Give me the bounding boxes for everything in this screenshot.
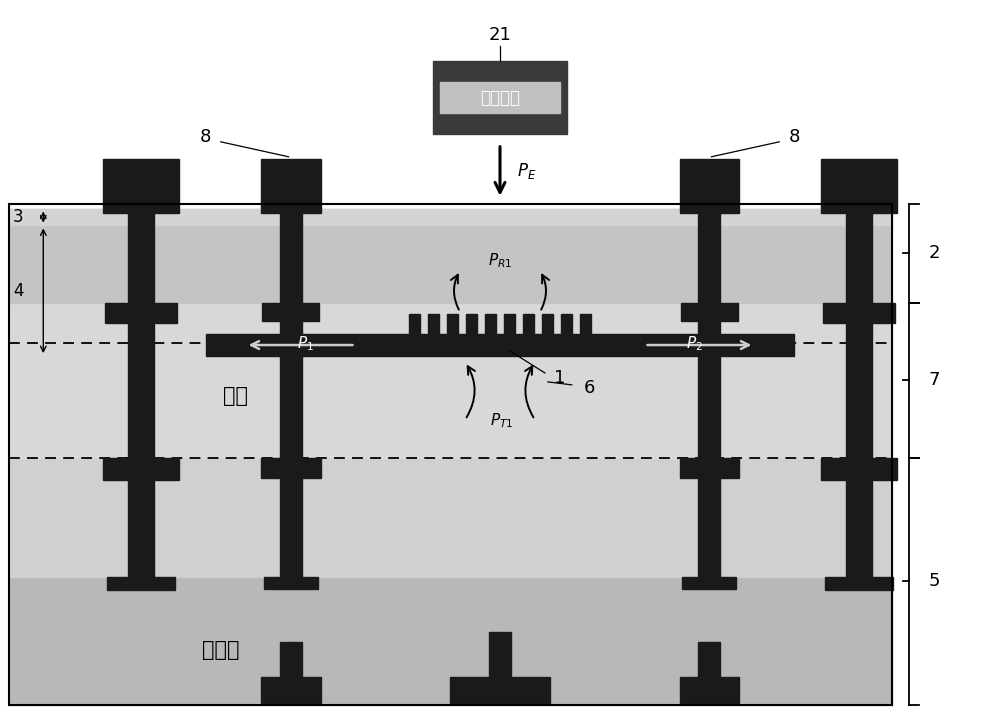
Bar: [280, 212, 302, 303]
Bar: [680, 677, 739, 702]
Bar: [823, 303, 895, 323]
Text: 5: 5: [929, 572, 940, 590]
Text: 8: 8: [788, 128, 800, 146]
Bar: [264, 577, 318, 589]
Bar: [128, 479, 154, 577]
Bar: [280, 321, 302, 457]
Text: 3: 3: [13, 208, 24, 226]
Bar: [9, 457, 892, 577]
Text: $P_1$: $P_1$: [297, 335, 314, 353]
Bar: [680, 159, 739, 212]
Bar: [825, 577, 893, 590]
Bar: [846, 479, 872, 577]
Text: 波导: 波导: [223, 386, 248, 406]
Bar: [698, 212, 720, 303]
Text: $P_{R1}$: $P_{R1}$: [488, 251, 512, 270]
Bar: [280, 477, 302, 577]
Bar: [9, 577, 892, 704]
Bar: [504, 314, 515, 334]
Text: 2: 2: [929, 244, 940, 263]
Bar: [128, 212, 154, 303]
Bar: [580, 314, 591, 334]
Bar: [821, 159, 897, 212]
Bar: [433, 61, 567, 134]
Bar: [9, 209, 892, 224]
Text: $P_{T1}$: $P_{T1}$: [490, 412, 514, 430]
Text: 6: 6: [584, 379, 595, 397]
Bar: [450, 677, 550, 702]
Text: 4: 4: [13, 282, 24, 299]
Bar: [542, 314, 553, 334]
Bar: [698, 477, 720, 577]
Bar: [280, 642, 302, 677]
Bar: [428, 314, 439, 334]
Bar: [262, 303, 319, 321]
Bar: [261, 159, 321, 212]
Bar: [821, 457, 897, 479]
Bar: [107, 577, 175, 590]
Bar: [9, 303, 892, 457]
Bar: [681, 303, 738, 321]
Bar: [489, 632, 511, 677]
Bar: [440, 82, 560, 113]
Bar: [682, 577, 736, 589]
Bar: [485, 314, 496, 334]
Bar: [561, 314, 572, 334]
Bar: [9, 209, 892, 303]
Bar: [409, 314, 420, 334]
Bar: [105, 303, 177, 323]
Text: 7: 7: [929, 372, 940, 389]
Text: $P_E$: $P_E$: [517, 161, 536, 181]
Bar: [103, 159, 179, 212]
Bar: [846, 212, 872, 303]
Text: 8: 8: [200, 128, 212, 146]
Bar: [261, 677, 321, 702]
Bar: [261, 457, 321, 477]
Text: 21: 21: [489, 26, 511, 44]
Text: $P_2$: $P_2$: [686, 335, 703, 353]
Bar: [523, 314, 534, 334]
Text: 硅衬底: 硅衬底: [202, 640, 240, 660]
Bar: [103, 457, 179, 479]
Bar: [698, 321, 720, 457]
Bar: [698, 642, 720, 677]
Bar: [466, 314, 477, 334]
Bar: [846, 323, 872, 457]
Bar: [206, 334, 794, 356]
Bar: [9, 204, 892, 704]
Bar: [447, 314, 458, 334]
Bar: [680, 457, 739, 477]
Text: 单模光纤: 单模光纤: [480, 88, 520, 106]
Bar: [128, 323, 154, 457]
Text: 1: 1: [554, 369, 566, 387]
